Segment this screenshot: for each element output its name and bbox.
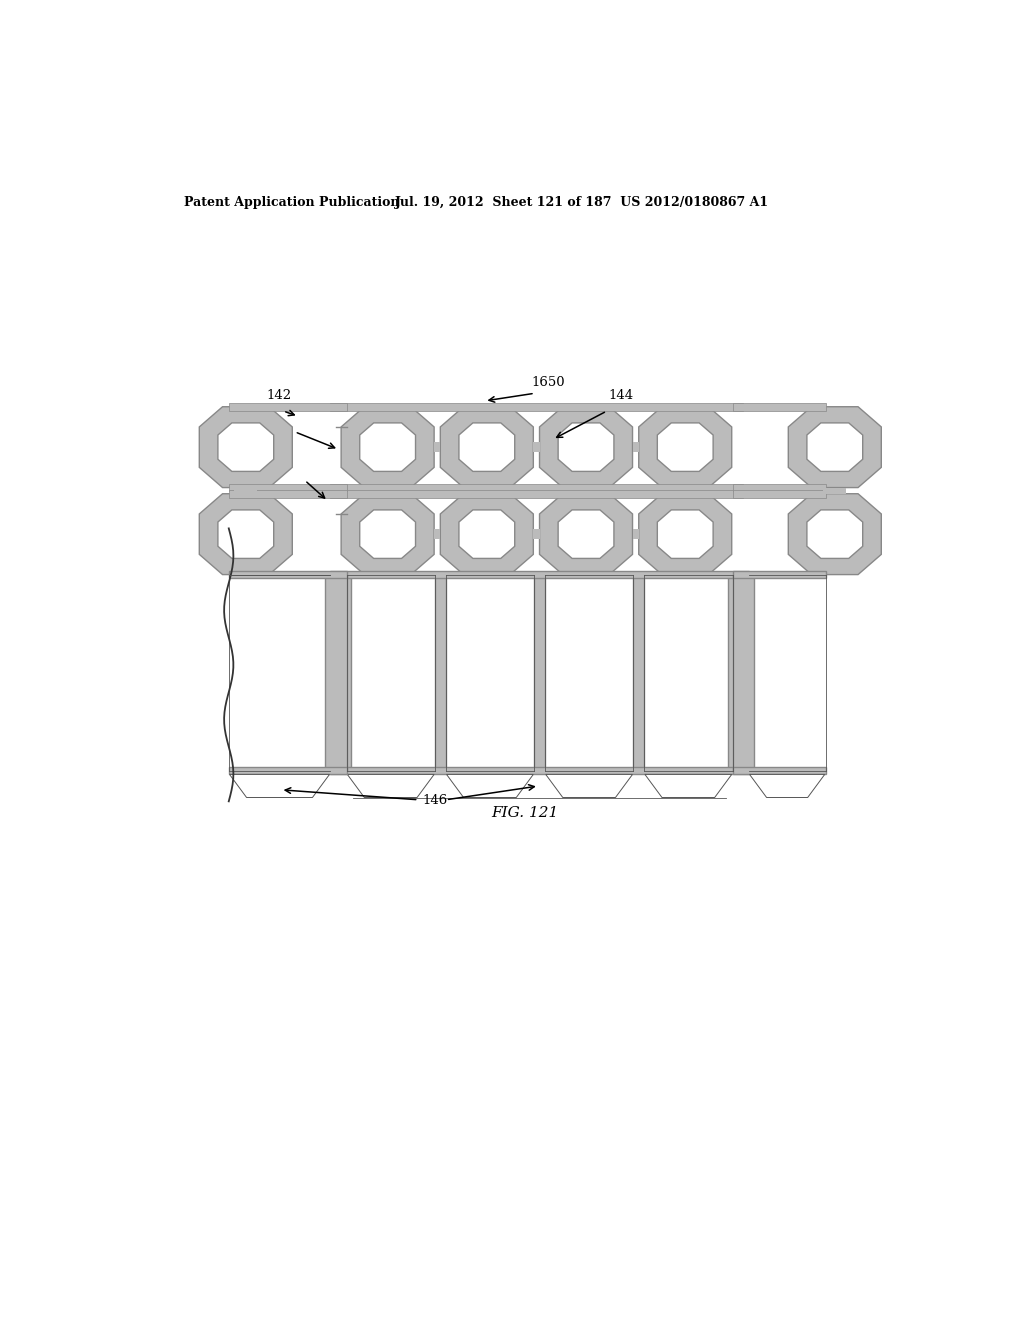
Polygon shape <box>534 442 540 453</box>
Polygon shape <box>228 570 346 578</box>
Polygon shape <box>459 422 515 471</box>
Polygon shape <box>434 529 440 539</box>
Polygon shape <box>645 775 732 797</box>
Polygon shape <box>540 494 633 574</box>
Text: Jul. 19, 2012  Sheet 121 of 187  US 2012/0180867 A1: Jul. 19, 2012 Sheet 121 of 187 US 2012/0… <box>395 197 769 209</box>
Polygon shape <box>446 775 534 797</box>
Polygon shape <box>540 407 633 487</box>
Polygon shape <box>475 487 499 494</box>
Polygon shape <box>459 510 515 558</box>
Polygon shape <box>728 574 748 771</box>
Polygon shape <box>440 407 534 487</box>
Polygon shape <box>336 487 737 494</box>
Polygon shape <box>341 494 434 574</box>
Polygon shape <box>574 487 598 494</box>
Polygon shape <box>823 487 847 494</box>
Polygon shape <box>440 494 534 574</box>
Polygon shape <box>336 574 346 771</box>
Text: 1650: 1650 <box>531 376 564 388</box>
Polygon shape <box>228 483 346 491</box>
Text: FIG. 121: FIG. 121 <box>492 805 558 820</box>
Polygon shape <box>674 487 697 494</box>
Polygon shape <box>639 494 732 574</box>
Polygon shape <box>558 510 614 558</box>
Polygon shape <box>325 574 346 771</box>
Polygon shape <box>331 490 742 498</box>
Polygon shape <box>732 574 743 771</box>
Polygon shape <box>434 442 440 453</box>
Polygon shape <box>331 403 742 411</box>
Polygon shape <box>534 529 540 539</box>
Polygon shape <box>228 767 346 775</box>
Text: Patent Application Publication: Patent Application Publication <box>183 197 399 209</box>
Polygon shape <box>331 570 749 578</box>
Polygon shape <box>807 510 862 558</box>
Polygon shape <box>341 407 434 487</box>
Text: 142: 142 <box>266 389 291 403</box>
Polygon shape <box>331 767 749 775</box>
Polygon shape <box>331 483 742 491</box>
Polygon shape <box>218 510 273 558</box>
Polygon shape <box>732 403 825 411</box>
Polygon shape <box>633 529 639 539</box>
Polygon shape <box>788 407 882 487</box>
Polygon shape <box>435 574 445 771</box>
Polygon shape <box>732 490 825 498</box>
Polygon shape <box>788 494 882 574</box>
Polygon shape <box>229 775 330 797</box>
Polygon shape <box>558 422 614 471</box>
Polygon shape <box>200 494 292 574</box>
Polygon shape <box>750 775 824 797</box>
Polygon shape <box>535 574 545 771</box>
Polygon shape <box>200 407 292 487</box>
Polygon shape <box>732 570 825 578</box>
Polygon shape <box>732 574 755 771</box>
Polygon shape <box>732 570 825 578</box>
Polygon shape <box>331 570 742 578</box>
Polygon shape <box>633 442 639 453</box>
Polygon shape <box>657 422 713 471</box>
Polygon shape <box>336 403 737 578</box>
Polygon shape <box>732 483 825 491</box>
Polygon shape <box>347 775 434 797</box>
Polygon shape <box>639 407 732 487</box>
Polygon shape <box>234 487 257 494</box>
Text: 144: 144 <box>608 389 634 403</box>
Polygon shape <box>228 570 346 578</box>
Polygon shape <box>228 490 346 498</box>
Polygon shape <box>376 487 399 494</box>
Polygon shape <box>546 775 633 797</box>
Polygon shape <box>732 767 825 775</box>
Polygon shape <box>807 422 862 471</box>
Polygon shape <box>359 422 416 471</box>
Polygon shape <box>228 403 346 411</box>
Polygon shape <box>218 422 273 471</box>
Polygon shape <box>633 574 644 771</box>
Polygon shape <box>657 510 713 558</box>
Polygon shape <box>359 510 416 558</box>
Polygon shape <box>331 574 351 771</box>
Text: 146: 146 <box>423 793 447 807</box>
